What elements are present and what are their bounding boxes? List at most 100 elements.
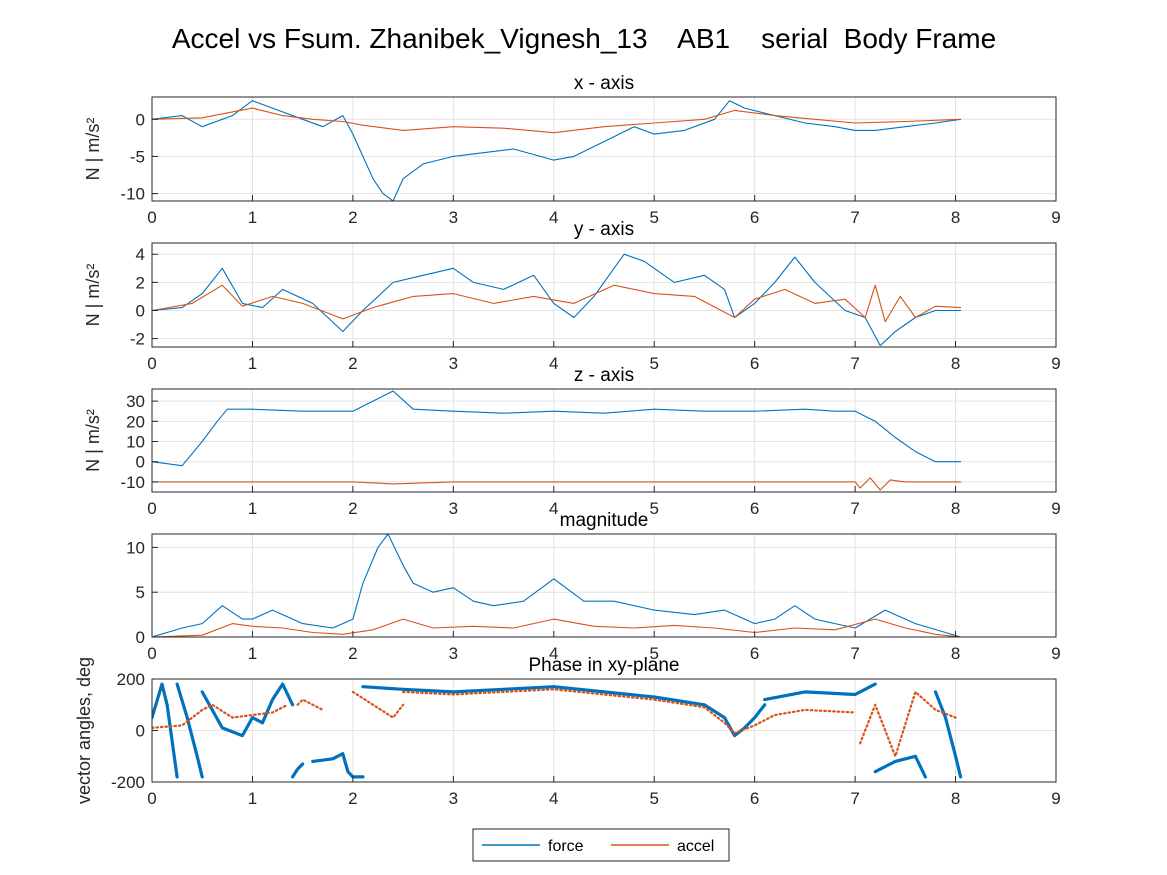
y-tick-label: 30 [126,392,145,411]
subplot-title: magnitude [560,510,649,531]
series-accel-line [402,688,857,735]
y-tick-label: 10 [126,538,145,557]
x-tick-label: 3 [449,208,458,227]
x-tick-label: 1 [248,644,257,663]
y-axis-label: vector angles, deg [74,657,94,804]
y-tick-label: -2 [130,330,145,349]
x-tick-label: 3 [449,789,458,808]
series-force-line [152,390,962,467]
subplot-title: z - axis [574,365,634,386]
x-tick-label: 8 [951,208,960,227]
x-tick-label: 4 [549,354,558,373]
y-tick-label: 200 [117,670,145,689]
axes-frame [151,533,1057,638]
x-tick-label: 0 [147,208,156,227]
x-tick-label: 4 [549,208,558,227]
axes-frame [151,388,1057,493]
x-tick-label: 8 [951,789,960,808]
series-force-line [291,762,305,779]
y-tick-label: 0 [136,722,145,741]
plot-area [152,243,1056,347]
series-force-line [361,685,767,738]
series-force-line [200,682,295,738]
series-force-line [152,253,962,347]
x-tick-label: 3 [449,354,458,373]
x-tick-label: 7 [850,208,859,227]
x-tick-label: 0 [147,789,156,808]
x-tick-label: 0 [147,354,156,373]
x-tick-label: 7 [850,354,859,373]
x-tick-label: 2 [348,644,357,663]
y-tick-label: 20 [126,412,145,431]
x-tick-label: 5 [649,499,658,518]
series-accel-line [858,690,957,758]
x-tick-label: 7 [850,789,859,808]
y-tick-label: -10 [120,185,145,204]
y-tick-label: -10 [120,473,145,492]
axes-frame [151,96,1057,202]
x-tick-label: 5 [649,644,658,663]
y-axis-label: N | m/s² [83,264,103,327]
legend: force accel [472,828,730,862]
x-tick-label: 9 [1051,208,1060,227]
series-accel-line [152,107,962,134]
x-tick-label: 6 [750,644,759,663]
subplot-title: y - axis [574,219,634,240]
x-tick-label: 7 [850,644,859,663]
y-tick-label: 0 [136,453,145,472]
series-accel-line [152,477,962,491]
x-tick-label: 5 [649,354,658,373]
series-accel-line [152,284,962,323]
y-tick-label: 10 [126,433,145,452]
x-tick-label: 3 [449,644,458,663]
x-tick-label: 2 [348,499,357,518]
series-force-line [873,754,928,779]
x-tick-label: 7 [850,499,859,518]
series-force-line [175,682,204,779]
subplot-stack: 0 1 2 3 4 5 6 7 8 9 -10 -5 0 x - axis N | m/s² 0 1 2 3 4 5 6 7… [74,73,1061,808]
x-tick-label: 4 [549,644,558,663]
x-tick-label: 5 [649,789,658,808]
y-tick-label: -200 [111,773,145,792]
series-accel-line [296,698,324,712]
legend-accel-label: accel [677,838,714,855]
x-tick-label: 3 [449,499,458,518]
series-force-line [152,534,962,637]
y-axis-label: N | m/s² [83,409,103,472]
x-tick-label: 2 [348,208,357,227]
x-tick-label: 2 [348,789,357,808]
subplot-title: Phase in xy-plane [528,655,679,676]
x-tick-label: 2 [348,354,357,373]
plot-area [152,97,1056,201]
subplot-title: x - axis [574,73,634,94]
series-force-line [933,690,963,779]
series-force-line [152,682,179,779]
x-tick-label: 8 [951,354,960,373]
legend-box [472,828,730,862]
x-tick-label: 4 [549,789,558,808]
series-force-line [763,682,877,702]
y-axis-label: N | m/s² [83,118,103,181]
y-tick-label: 2 [136,273,145,292]
y-tick-label: 5 [136,583,145,602]
y-tick-label: 0 [136,301,145,320]
x-tick-label: 0 [147,644,156,663]
axes-frame [151,242,1057,348]
y-tick-label: -5 [130,147,145,166]
plot-area [152,389,1056,492]
plot-area [152,534,1056,637]
x-tick-label: 6 [750,208,759,227]
x-tick-label: 1 [248,208,257,227]
x-tick-label: 6 [750,789,759,808]
subplot-1: 0 1 2 3 4 5 6 7 8 9 -10 -5 0 x - axis N | m/s² [83,73,1061,227]
series-force-line [311,752,365,779]
series-accel-line [351,690,405,719]
x-tick-label: 9 [1051,499,1060,518]
x-tick-label: 1 [248,499,257,518]
x-tick-label: 9 [1051,354,1060,373]
subplot-4: 0 1 2 3 4 5 6 7 8 9 0 5 10 magnitude [126,510,1061,663]
